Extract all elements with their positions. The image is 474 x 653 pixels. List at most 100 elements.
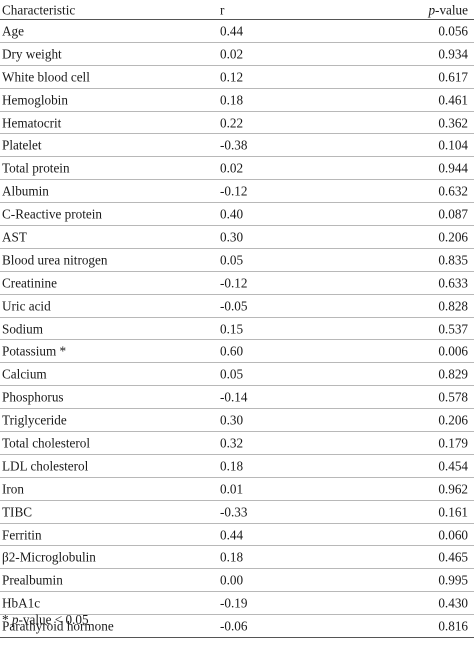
row-r-value: 0.15 <box>220 320 244 336</box>
row-p-value: 0.206 <box>438 412 468 428</box>
row-p-value: 0.465 <box>438 549 468 565</box>
row-p-value: 0.537 <box>438 320 468 336</box>
row-p-value: 0.461 <box>438 92 468 108</box>
table-row: Hemoglobin 0.18 0.461 <box>0 89 474 112</box>
row-characteristic: Iron <box>2 481 24 497</box>
row-p-value: 0.617 <box>438 69 468 85</box>
row-characteristic: Sodium <box>2 320 44 336</box>
table-body: Age 0.44 0.056 Dry weight 0.02 0.934 White blo… <box>0 20 474 639</box>
row-characteristic: C-Reactive protein <box>2 206 102 222</box>
table-row: Potassium * 0.60 0.006 <box>0 340 474 364</box>
row-p-value: 0.816 <box>438 618 468 634</box>
row-p-value: 0.835 <box>438 252 468 268</box>
row-characteristic: Total protein <box>2 160 70 176</box>
row-characteristic: HbA1c <box>2 595 41 611</box>
row-p-value: 0.087 <box>438 206 468 222</box>
row-p-value: 0.962 <box>438 481 468 497</box>
row-r-value: 0.30 <box>220 229 244 245</box>
row-r-value: 0.01 <box>220 481 244 497</box>
row-p-value: 0.104 <box>438 137 468 153</box>
row-p-value: 0.454 <box>438 458 468 474</box>
header-p-italic: p <box>428 1 436 17</box>
row-r-value: 0.40 <box>220 206 244 222</box>
row-r-value: 0.05 <box>220 252 244 268</box>
header-p-value: p-value <box>428 3 468 16</box>
correlation-table: Characteristic r p-value Age 0.44 0.056 Dry… <box>0 1 474 639</box>
row-r-value: 0.02 <box>220 46 244 62</box>
row-p-value: 0.362 <box>438 114 468 130</box>
row-characteristic: Phosphorus <box>2 389 64 405</box>
row-p-value: 0.430 <box>438 595 468 611</box>
row-characteristic: Albumin <box>2 183 49 199</box>
table-row: Dry weight 0.02 0.934 <box>0 43 474 66</box>
row-characteristic: Hematocrit <box>2 114 62 130</box>
row-characteristic: Platelet <box>2 137 42 153</box>
footnote-rest: -value < 0.05 <box>18 612 89 627</box>
row-characteristic: Age <box>2 23 24 39</box>
table-row: Total cholesterol 0.32 0.179 <box>0 432 474 455</box>
row-p-value: 0.633 <box>438 275 468 291</box>
table-row: LDL cholesterol 0.18 0.454 <box>0 455 474 478</box>
row-characteristic: Blood urea nitrogen <box>2 252 108 268</box>
row-characteristic: Uric acid <box>2 298 51 314</box>
table-row: Platelet -0.38 0.104 <box>0 134 474 158</box>
header-characteristic: Characteristic <box>2 1 76 17</box>
table-row: Age 0.44 0.056 <box>0 20 474 43</box>
row-r-value: 0.18 <box>220 549 244 565</box>
row-r-value: 0.02 <box>220 160 244 176</box>
row-characteristic: AST <box>2 229 27 245</box>
table-row: Hematocrit 0.22 0.362 <box>0 112 474 135</box>
row-characteristic: β2-Microglobulin <box>2 549 96 565</box>
table-row: β2-Microglobulin 0.18 0.465 <box>0 546 474 570</box>
row-r-value: -0.06 <box>220 618 248 634</box>
table-row: HbA1c -0.19 0.430 <box>0 592 474 616</box>
row-p-value: 0.934 <box>438 46 468 62</box>
row-r-value: 0.12 <box>220 69 244 85</box>
row-p-value: 0.829 <box>438 366 468 382</box>
row-characteristic: TIBC <box>2 504 33 520</box>
row-characteristic: Total cholesterol <box>2 435 91 451</box>
table-row: Calcium 0.05 0.829 <box>0 363 474 387</box>
row-r-value: -0.33 <box>220 504 248 520</box>
row-r-value: 0.05 <box>220 366 244 382</box>
row-r-value: -0.19 <box>220 595 248 611</box>
table-row: TIBC -0.33 0.161 <box>0 501 474 524</box>
row-characteristic: Hemoglobin <box>2 92 68 108</box>
row-characteristic: Potassium * <box>2 343 67 359</box>
row-r-value: -0.05 <box>220 298 248 314</box>
row-characteristic: Dry weight <box>2 46 62 62</box>
table-row: Triglyceride 0.30 0.206 <box>0 409 474 433</box>
row-p-value: 0.828 <box>438 298 468 314</box>
row-characteristic: LDL cholesterol <box>2 458 89 474</box>
header-r: r <box>220 1 225 17</box>
footnote-p-italic: p <box>11 612 19 627</box>
row-characteristic: Parathyroid hormone <box>2 618 114 634</box>
row-characteristic: Ferritin <box>2 526 42 542</box>
table-row: Iron 0.01 0.962 <box>0 478 474 501</box>
row-p-value: 0.179 <box>438 435 468 451</box>
table-row: C-Reactive protein 0.40 0.087 <box>0 203 474 227</box>
row-r-value: 0.44 <box>220 526 244 542</box>
row-r-value: 0.22 <box>220 114 244 130</box>
row-r-value: 0.30 <box>220 412 244 428</box>
row-r-value: 0.44 <box>220 23 244 39</box>
row-p-value: 0.944 <box>438 160 468 176</box>
row-characteristic: Calcium <box>2 366 47 382</box>
row-r-value: 0.60 <box>220 343 244 359</box>
table-row: Blood urea nitrogen 0.05 0.835 <box>0 249 474 272</box>
table-row: Creatinine -0.12 0.633 <box>0 272 474 295</box>
row-characteristic: Triglyceride <box>2 412 67 428</box>
table-row: Albumin -0.12 0.632 <box>0 180 474 204</box>
table-footnote: * p-value < 0.05 <box>2 612 89 628</box>
table-row: Sodium 0.15 0.537 <box>0 318 474 341</box>
row-r-value: -0.12 <box>220 183 248 199</box>
row-p-value: 0.995 <box>438 572 468 588</box>
row-p-value: 0.206 <box>438 229 468 245</box>
row-r-value: -0.38 <box>220 137 248 153</box>
row-r-value: 0.32 <box>220 435 244 451</box>
row-characteristic: Prealbumin <box>2 572 63 588</box>
table-row: Parathyroid hormone -0.06 0.816 <box>0 615 474 639</box>
row-p-value: 0.161 <box>438 504 468 520</box>
table-row: Phosphorus -0.14 0.578 <box>0 386 474 410</box>
row-r-value: 0.00 <box>220 572 244 588</box>
